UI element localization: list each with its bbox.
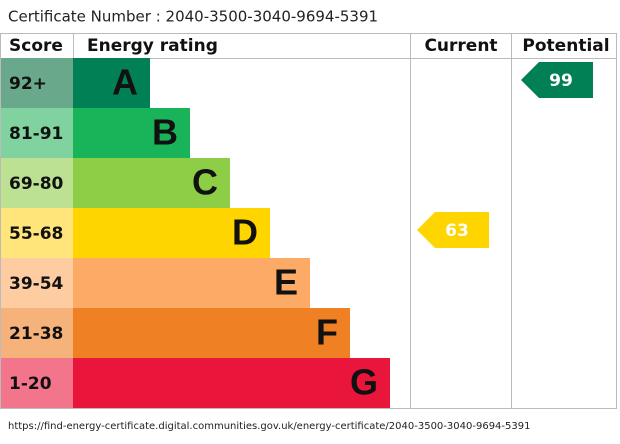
rating-bar (73, 108, 190, 158)
rating-letter: B (152, 112, 178, 153)
score-label: 21-38 (9, 324, 63, 344)
score-cell (1, 258, 73, 308)
score-label: 39-54 (9, 274, 64, 294)
score-cell (1, 308, 73, 358)
score-cell (1, 208, 73, 258)
rating-bar (73, 208, 270, 258)
score-label: 69-80 (9, 174, 64, 194)
score-cell (1, 58, 73, 108)
rating-letter: C (192, 162, 218, 203)
table-frame (0, 33, 617, 409)
score-label: 55-68 (9, 224, 63, 244)
rating-bar (73, 158, 230, 208)
header-current: Current (424, 36, 497, 56)
score-label: 1-20 (9, 374, 52, 394)
rating-bar (73, 308, 350, 358)
url: https://find-energy-certificate.digital.… (8, 421, 530, 432)
header-rating: Energy rating (87, 36, 218, 56)
score-label: 92+ (9, 74, 47, 94)
rating-letter: D (232, 212, 258, 253)
score-cell (1, 158, 73, 208)
score-cell (1, 358, 73, 408)
rating-bar (73, 358, 390, 408)
rating-letter: G (350, 362, 378, 403)
header-score: Score (9, 36, 63, 56)
score-cell (1, 108, 73, 158)
certificate-number: Certificate Number : 2040-3500-3040-9694… (8, 8, 378, 26)
current-value: 63 (445, 221, 469, 241)
potential-value: 99 (549, 71, 573, 91)
score-label: 81-91 (9, 124, 63, 144)
rating-letter: F (316, 312, 338, 353)
header-potential: Potential (522, 36, 609, 56)
rating-bar (73, 58, 150, 108)
current-arrow (417, 212, 489, 248)
rating-letter: A (112, 62, 138, 103)
potential-arrow (521, 62, 593, 98)
rating-letter: E (274, 262, 298, 303)
rating-bar (73, 258, 310, 308)
